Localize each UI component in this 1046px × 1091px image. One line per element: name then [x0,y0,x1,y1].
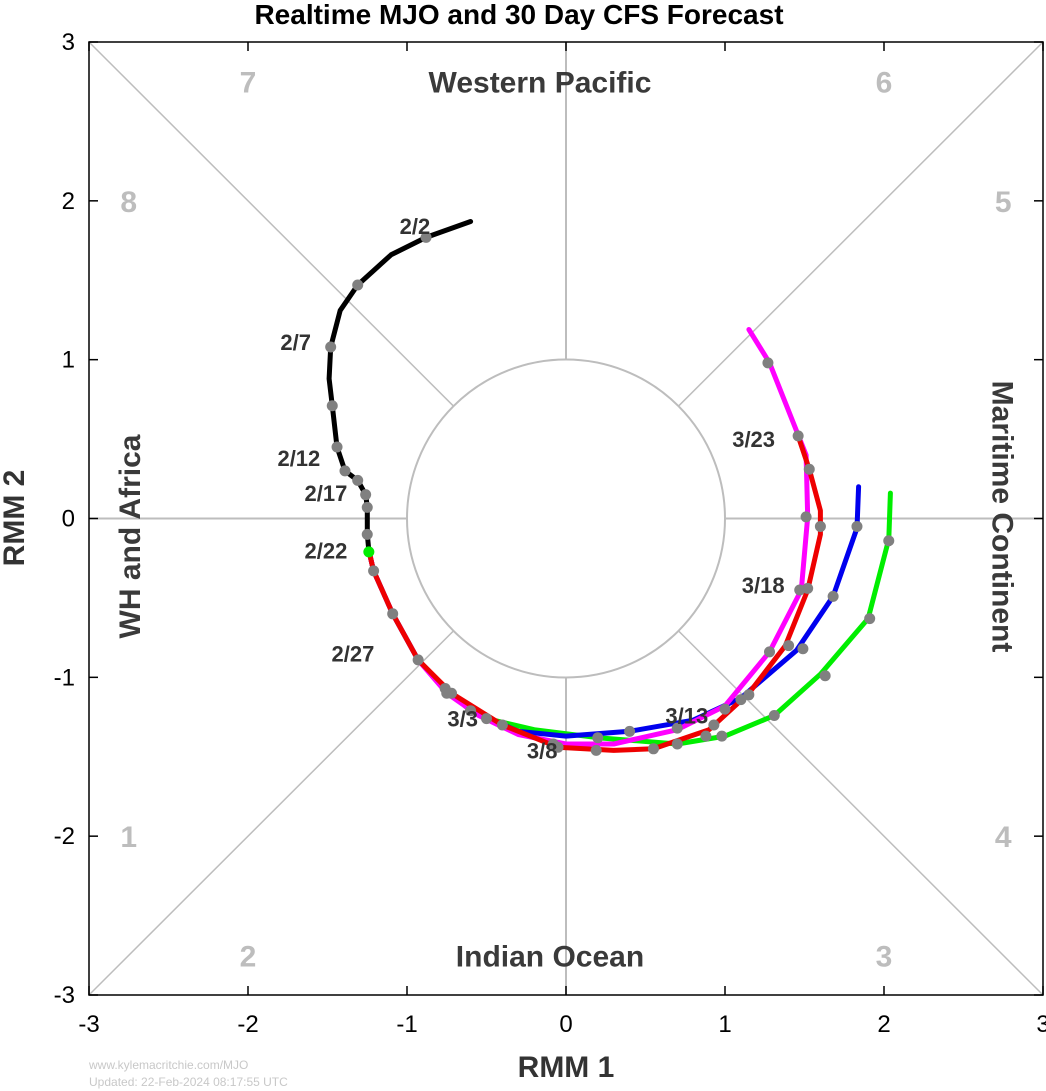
y-tick-label-3: 0 [62,506,75,533]
footer-updated: Updated: 22-Feb-2024 08:17:55 UTC [89,1075,288,1089]
series-5-marker-7 [743,689,755,701]
region-label-left: WH and Africa [114,434,147,638]
date-label-7: 3/3 [447,707,478,732]
series-3-marker-6 [851,520,863,532]
series-2-marker-6 [592,732,604,744]
series-5-marker-3 [552,741,564,753]
series-2-marker-13 [883,535,895,547]
date-label-2: 2/7 [280,330,311,355]
unit-circle [406,358,726,679]
x-tick-label-1: -2 [237,1011,258,1038]
series-1-marker-10 [361,528,373,540]
diagonal-guide-2 [88,41,455,407]
y-tick-label-4: 1 [62,347,75,374]
series-3-marker-2 [624,725,636,737]
series-2-marker-12 [864,613,876,625]
series-3-marker-5 [827,590,839,602]
date-label-11: 3/23 [732,427,775,452]
y-tick-label-1: -2 [54,823,75,850]
series-5-marker-12 [792,430,804,442]
date-label-4: 2/17 [304,481,347,506]
footer-site: www.kylemacritchie.com/MJO [88,1058,248,1072]
series-5-marker-10 [814,520,826,532]
phase-label-3: 3 [876,940,893,973]
date-label-3: 2/12 [277,446,320,471]
series-4-marker-5 [764,646,776,658]
series-4-marker-7 [800,511,812,523]
phase-label-4: 4 [995,821,1012,854]
series-2-marker-7 [671,738,683,750]
series-5-marker-6 [708,719,720,731]
series-1-marker-1 [420,231,432,243]
series-1-marker-4 [326,400,338,412]
date-label-6: 2/27 [332,642,375,667]
x-tick-label-5: 2 [877,1011,890,1038]
series-1-marker-8 [360,489,372,501]
labels-layer: 1 2 3 4 5 6 7 8 Western Pacific Indian Ocean WH an… [114,67,1019,974]
x-tick-label-3: 0 [559,1011,572,1038]
x-tick-label-6: 3 [1036,1011,1046,1038]
series-5-marker-5 [647,743,659,755]
series-4-marker-4 [719,703,731,715]
plot-area: 1 2 3 4 5 6 7 8 Western Pacific Indian Ocean WH an… [54,29,1046,1038]
date-label-8: 3/8 [527,738,558,763]
series-2-marker-10 [768,709,780,721]
series-4-marker-8 [762,357,774,369]
series-3-marker-3 [735,694,747,706]
series-layer [325,219,895,756]
y-axis-label: RMM 2 [0,470,31,567]
y-tick-label-0: -3 [54,982,75,1009]
date-label-10: 3/18 [742,573,785,598]
date-label-9: 3/13 [665,703,708,728]
series-2-marker-8 [700,730,712,742]
series-1-marker-5 [331,441,343,453]
region-label-right: Maritime Continent [985,381,1018,653]
phase-label-2: 2 [240,940,257,973]
phase-label-6: 6 [876,67,893,100]
series-2-marker-2 [387,608,399,620]
series-4-marker-3 [671,722,683,734]
series-2-marker-11 [819,670,831,682]
diagonal-guide-4 [88,630,455,996]
current-day-marker [363,546,375,558]
series-3-marker-4 [797,643,809,655]
series-1-marker-6 [339,465,351,477]
series-2-marker-3 [412,654,424,666]
x-axis-label: RMM 1 [518,1051,615,1084]
series-1-marker-9 [361,501,373,513]
phase-label-8: 8 [120,186,137,219]
series-2-marker-5 [481,713,492,725]
phase-label-1: 1 [120,821,137,854]
x-tick-label-2: -1 [396,1011,417,1038]
phase-label-5: 5 [995,186,1012,219]
series-1-marker-7 [352,474,364,486]
series-5-marker-2 [496,719,508,731]
chart-title: Realtime MJO and 30 Day CFS Forecast [254,0,783,30]
series-5-marker-9 [802,582,814,594]
diagonal-guide-1 [677,41,1044,407]
y-tick-label-5: 2 [62,188,75,215]
series-5-marker-11 [803,463,815,475]
series-3-marker-1 [465,705,477,717]
y-tick-label-6: 3 [62,29,75,56]
series-1-marker-2 [352,279,364,291]
y-tick-label-2: -1 [54,664,75,691]
series-1-marker-3 [325,341,337,353]
region-label-top: Western Pacific [429,67,652,100]
region-label-bottom: Indian Ocean [456,940,644,973]
series-2-marker-9 [716,730,728,742]
series-5-marker-4 [590,744,602,756]
series-2-marker-1 [368,565,380,577]
date-label-5: 2/22 [304,538,347,563]
date-label-1: 2/2 [400,214,431,239]
phase-label-7: 7 [240,67,257,100]
series-5-marker-8 [783,640,795,652]
ticks-layer: -3 -2 -1 0 1 2 3 -3 -2 -1 0 1 2 3 [54,29,1046,1038]
x-tick-label-4: 1 [718,1011,731,1038]
x-tick-label-0: -3 [78,1011,99,1038]
series-5-marker-1 [446,687,458,699]
